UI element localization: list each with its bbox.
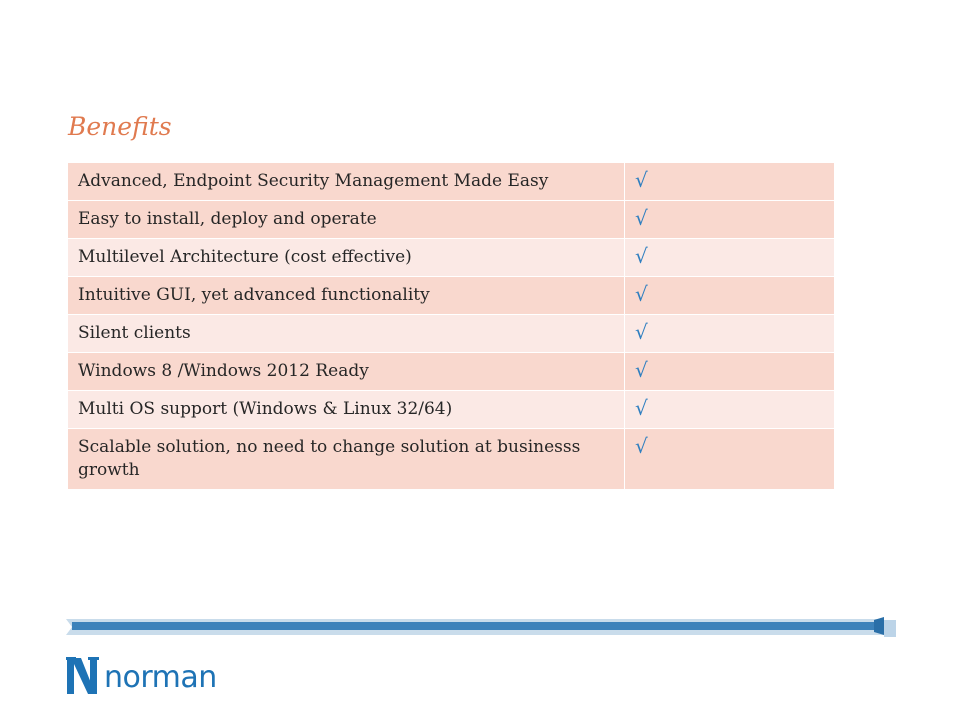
- table-row: Intuitive GUI, yet advanced functionalit…: [67, 276, 835, 315]
- check-icon: √: [624, 276, 835, 315]
- table-row: Multi OS support (Windows & Linux 32/64)…: [67, 390, 835, 429]
- feature-cell: Silent clients: [67, 314, 625, 353]
- feature-cell: Multi OS support (Windows & Linux 32/64): [67, 390, 625, 429]
- check-icon: √: [624, 390, 835, 429]
- feature-cell: Scalable solution, no need to change sol…: [67, 428, 625, 490]
- logo-wordmark: norman: [104, 660, 217, 695]
- feature-cell: Advanced, Endpoint Security Management M…: [67, 162, 625, 201]
- feature-cell: Easy to install, deploy and operate: [67, 200, 625, 239]
- footer-divider: [66, 617, 896, 637]
- benefits-table: Advanced, Endpoint Security Management M…: [67, 162, 835, 490]
- slide-title: Benefits: [68, 112, 172, 141]
- table-row: Silent clients √: [67, 314, 835, 353]
- table-row: Windows 8 /Windows 2012 Ready √: [67, 352, 835, 391]
- feature-cell: Intuitive GUI, yet advanced functionalit…: [67, 276, 625, 315]
- check-icon: √: [624, 352, 835, 391]
- check-icon: √: [624, 314, 835, 353]
- feature-cell: Windows 8 /Windows 2012 Ready: [67, 352, 625, 391]
- table-row: Scalable solution, no need to change sol…: [67, 428, 835, 490]
- check-icon: √: [624, 200, 835, 239]
- feature-cell: Multilevel Architecture (cost effective): [67, 238, 625, 277]
- check-icon: √: [624, 238, 835, 277]
- table-row: Advanced, Endpoint Security Management M…: [67, 162, 835, 201]
- check-icon: √: [624, 428, 835, 490]
- norman-n-logo-icon: [66, 657, 99, 694]
- check-icon: √: [624, 162, 835, 201]
- table-row: Easy to install, deploy and operate √: [67, 200, 835, 239]
- table-row: Multilevel Architecture (cost effective)…: [67, 238, 835, 277]
